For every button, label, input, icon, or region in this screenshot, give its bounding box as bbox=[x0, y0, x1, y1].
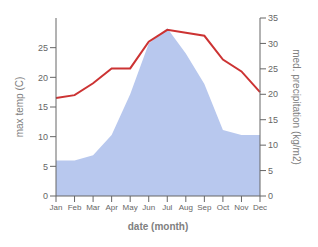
svg-text:35: 35 bbox=[268, 13, 278, 23]
svg-text:10: 10 bbox=[268, 140, 278, 150]
svg-text:Aug: Aug bbox=[179, 203, 193, 212]
svg-text:10: 10 bbox=[38, 132, 48, 142]
svg-text:Dec: Dec bbox=[253, 203, 267, 212]
svg-text:Feb: Feb bbox=[68, 203, 82, 212]
svg-text:25: 25 bbox=[268, 64, 278, 74]
svg-text:Oct: Oct bbox=[217, 203, 230, 212]
svg-text:5: 5 bbox=[43, 162, 48, 172]
svg-text:20: 20 bbox=[38, 73, 48, 83]
svg-text:Jan: Jan bbox=[50, 203, 63, 212]
svg-text:Mar: Mar bbox=[86, 203, 100, 212]
svg-text:Jun: Jun bbox=[142, 203, 155, 212]
svg-text:25: 25 bbox=[38, 43, 48, 53]
svg-text:0: 0 bbox=[43, 191, 48, 201]
svg-text:Jul: Jul bbox=[162, 203, 172, 212]
svg-text:Nov: Nov bbox=[234, 203, 248, 212]
svg-text:30: 30 bbox=[268, 39, 278, 49]
svg-text:med. precipitation (kg/m2): med. precipitation (kg/m2) bbox=[291, 49, 302, 165]
svg-text:15: 15 bbox=[268, 115, 278, 125]
svg-text:5: 5 bbox=[268, 166, 273, 176]
svg-text:date (month): date (month) bbox=[128, 221, 189, 232]
svg-text:0: 0 bbox=[268, 191, 273, 201]
svg-text:15: 15 bbox=[38, 102, 48, 112]
svg-text:Sep: Sep bbox=[197, 203, 212, 212]
svg-text:May: May bbox=[123, 203, 138, 212]
svg-text:Apr: Apr bbox=[105, 203, 118, 212]
svg-text:max temp (C): max temp (C) bbox=[14, 77, 25, 138]
svg-text:20: 20 bbox=[268, 89, 278, 99]
